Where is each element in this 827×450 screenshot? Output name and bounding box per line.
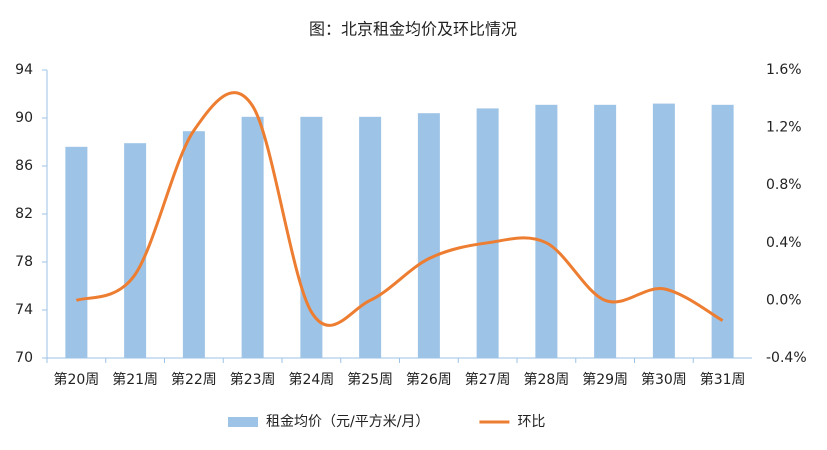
bar (594, 104, 617, 358)
y-tick-label: 82 (15, 206, 33, 222)
x-tick-label: 第22周 (171, 371, 217, 388)
bar (652, 103, 675, 358)
line (75, 91, 724, 327)
y-tick-label: 90 (15, 110, 33, 126)
bar (65, 146, 88, 358)
x-tick-label: 第26周 (406, 371, 452, 388)
bar (182, 131, 205, 358)
x-tick-label: 第28周 (523, 371, 569, 388)
x-tick-label: 第24周 (288, 371, 334, 388)
x-tick-label: 第21周 (112, 371, 158, 388)
bar (124, 143, 147, 358)
x-tick-label: 第30周 (641, 371, 687, 388)
x-tick-label: 第29周 (582, 371, 628, 388)
legend-label: 环比 (517, 414, 545, 430)
bar (711, 104, 734, 358)
x-tick-label: 第27周 (465, 371, 511, 388)
chart-title: 图：北京租金均价及环比情况 (309, 20, 517, 39)
legend-swatch (228, 417, 258, 427)
y-tick-label: 78 (15, 254, 33, 270)
x-tick-label: 第25周 (347, 371, 393, 388)
y-tick-label: 70 (15, 350, 33, 366)
y2-tick-label: 1.6% (766, 62, 802, 78)
bar (417, 113, 440, 358)
y2-tick-label: 0.8% (766, 177, 802, 193)
y2-tick-label: 1.2% (766, 120, 802, 136)
bar (241, 116, 264, 358)
legend-label: 租金均价（元/平方米/月） (266, 414, 429, 430)
x-tick-label: 第20周 (53, 371, 99, 388)
x-tick-label: 第23周 (230, 371, 276, 388)
y2-tick-label: 0.0% (766, 292, 802, 308)
bar (476, 108, 499, 359)
bar (359, 116, 382, 358)
y-tick-label: 74 (15, 302, 33, 318)
y-tick-label: 94 (15, 62, 33, 78)
y2-tick-label: 0.4% (766, 235, 802, 251)
y-tick-label: 86 (15, 158, 33, 174)
x-tick-label: 第31周 (700, 371, 746, 388)
bar (535, 104, 558, 358)
y2-tick-label: -0.4% (766, 350, 807, 366)
